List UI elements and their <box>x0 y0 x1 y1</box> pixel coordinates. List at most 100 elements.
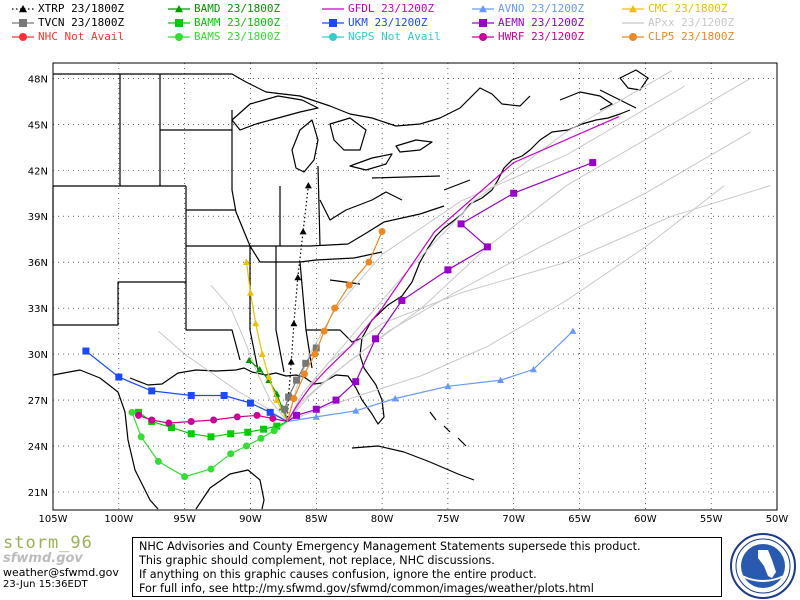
square-marker-icon <box>472 18 494 27</box>
track-point <box>244 428 252 436</box>
track-point <box>243 258 251 265</box>
legend-label: AVNO 23/1200Z <box>498 2 585 15</box>
track-point <box>246 289 254 296</box>
track-point <box>299 228 307 235</box>
track-point <box>287 358 295 365</box>
track-point <box>352 407 360 414</box>
legend-item-bams: BAMS 23/1800Z <box>168 30 280 43</box>
lat-tick-label: 27N <box>28 396 48 407</box>
track-point <box>352 378 360 386</box>
legend-item-gfdl: GFDL 23/1200Z <box>322 2 434 15</box>
track-point <box>187 430 195 438</box>
track-point <box>253 411 261 419</box>
disclaimer-link-line[interactable]: For full info, see http://my.sfwmd.gov/s… <box>139 582 594 595</box>
legend-label: BAMD 23/1800Z <box>194 2 281 15</box>
track-apxx <box>287 185 725 422</box>
storm-id: storm_96 <box>3 533 93 553</box>
track-point <box>187 418 195 426</box>
track-map: 48N 45N 42N 39N 36N 33N 30N 27N 24N 21N 105W 100W 95… <box>28 62 789 525</box>
track-point <box>260 425 268 433</box>
track-point <box>270 427 278 435</box>
legend-label: HWRF 23/1200Z <box>498 30 585 43</box>
lon-tick-label: 70W <box>502 514 525 525</box>
track-point <box>233 413 241 421</box>
track-point <box>266 408 274 416</box>
track-point <box>258 350 266 357</box>
track-hwrf <box>135 411 288 427</box>
great-lakes <box>231 95 433 173</box>
track-apxx <box>210 284 288 422</box>
contact-email[interactable]: weather@sfwmd.gov <box>3 566 119 579</box>
legend-item-bamd: BAMD 23/1800Z <box>168 2 280 15</box>
lon-tick-label: 105W <box>39 514 68 525</box>
track-point <box>227 450 235 458</box>
track-point <box>398 296 406 304</box>
track-point <box>444 266 452 274</box>
track-point <box>311 350 319 358</box>
triangle-marker-icon <box>472 4 494 12</box>
track-avno <box>287 327 577 423</box>
track-cmc <box>243 258 288 422</box>
legend-label: XTRP 23/1800Z <box>38 2 125 15</box>
track-point <box>529 365 537 373</box>
legend-item-ukm: UKM 23/1200Z <box>322 16 427 29</box>
track-point <box>227 430 235 438</box>
track-point <box>128 408 136 416</box>
circle-marker-icon <box>472 32 494 41</box>
lat-tick-label: 36N <box>28 258 48 269</box>
track-point <box>293 411 301 419</box>
track-tvcn <box>281 344 320 422</box>
map-frame <box>52 62 778 511</box>
track-point <box>82 347 90 355</box>
track-point <box>331 304 339 312</box>
legend-item-cmc: CMC 23/1800Z <box>622 2 727 15</box>
circle-marker-icon <box>168 32 190 41</box>
track-line <box>138 411 288 438</box>
track-point <box>207 465 215 473</box>
legend-label: CMC 23/1800Z <box>648 2 728 15</box>
track-point <box>187 391 195 399</box>
track-point <box>181 473 189 481</box>
track-point <box>312 405 320 413</box>
axis-ticks: 48N 45N 42N 39N 36N 33N 30N 27N 24N 21N 105W 100W 95… <box>28 74 789 525</box>
track-point <box>135 411 143 419</box>
bahamas <box>429 411 467 447</box>
us-canada-border <box>53 73 531 127</box>
track-apxx <box>286 185 771 422</box>
track-point <box>265 373 273 380</box>
lon-tick-label: 95W <box>173 514 196 525</box>
triangle-marker-icon <box>622 4 644 12</box>
lat-tick-label: 21N <box>28 488 48 499</box>
lon-tick-label: 65W <box>568 514 591 525</box>
track-point <box>302 359 310 367</box>
track-point <box>290 319 298 327</box>
legend-label: BAMS 23/1800Z <box>194 30 281 43</box>
track-point <box>294 274 302 281</box>
track-point <box>391 395 399 402</box>
legend-item-bamm: BAMM 23/1800Z <box>168 16 280 29</box>
lat-tick-label: 39N <box>28 212 48 223</box>
track-point <box>210 416 218 424</box>
lat-tick-label: 42N <box>28 166 48 177</box>
track-point <box>281 405 289 413</box>
legend-item-tvcn: TVCN 23/1800Z <box>12 16 124 29</box>
square-marker-icon <box>322 18 344 27</box>
track-point <box>148 416 156 424</box>
legend-label: UKM 23/1200Z <box>348 16 428 29</box>
track-point <box>273 396 281 403</box>
track-ukm <box>82 347 288 423</box>
lon-tick-label: 50W <box>766 514 789 525</box>
lon-tick-label: 85W <box>305 514 328 525</box>
track-point <box>510 189 518 197</box>
yucatan <box>195 469 265 510</box>
track-point <box>304 182 312 189</box>
track-point <box>312 413 320 420</box>
forecast-tracks <box>82 70 771 481</box>
track-point <box>269 414 277 422</box>
track-point <box>312 344 320 352</box>
lat-tick-label: 33N <box>28 304 48 315</box>
track-point <box>257 434 265 442</box>
legend-item-clp5: CLP5 23/1800Z <box>622 30 734 43</box>
legend-label: AEMN 23/1200Z <box>498 16 585 29</box>
track-line <box>287 185 725 422</box>
